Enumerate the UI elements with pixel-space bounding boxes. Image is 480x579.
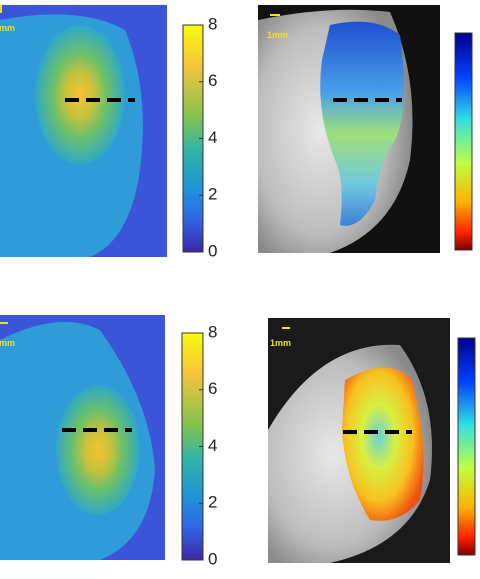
colorbar-tick-label: 0	[208, 241, 217, 260]
colorbar-tick-label: 2	[208, 185, 217, 204]
colorbar-tick-label: 4	[208, 436, 217, 455]
colorbar-tick-label: 8	[208, 322, 217, 341]
panel-image	[268, 318, 450, 563]
colorbar-tick-label: 8	[208, 14, 217, 33]
scale-label: 1mm	[0, 23, 15, 33]
dashed-lines	[62, 98, 412, 434]
panel-image	[0, 5, 167, 257]
colorbar	[457, 337, 476, 556]
colorbar-tick-label: 6	[208, 71, 217, 90]
panel-image	[258, 5, 440, 254]
scale-label: 1mm	[0, 338, 15, 348]
panel-image	[0, 315, 165, 560]
scale-label: 1mm	[270, 338, 291, 348]
scale-label: 1mm	[267, 30, 288, 40]
colorbar-tick-label: 4	[208, 128, 217, 147]
colorbar-tick-label: 0	[208, 549, 217, 568]
colorbar-tick-label: 6	[208, 379, 217, 398]
colorbar-tick-label: 2	[208, 493, 217, 512]
colorbar	[454, 32, 473, 251]
